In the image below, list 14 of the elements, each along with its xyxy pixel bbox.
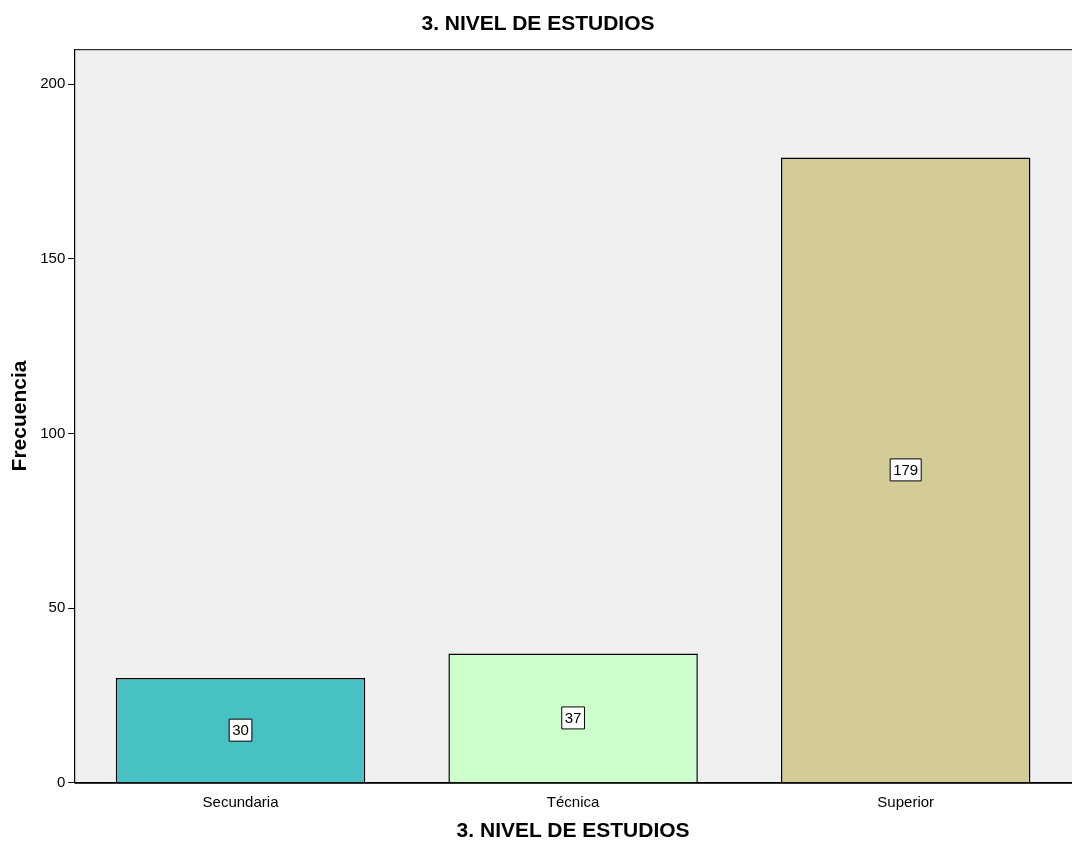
y-tick-label: 200: [40, 74, 66, 92]
chart-title: 3. NIVEL DE ESTUDIOS: [421, 11, 655, 35]
data-label: 37: [564, 709, 582, 727]
y-tick-label: 50: [48, 598, 66, 616]
y-tick-label: 150: [40, 248, 66, 266]
x-axis-title: 3. NIVEL DE ESTUDIOS: [456, 818, 690, 842]
y-axis-title: Frecuencia: [7, 360, 31, 472]
y-tick-label: 100: [40, 423, 66, 441]
data-label: 30: [232, 721, 249, 739]
x-tick-label: Secundaria: [202, 792, 280, 810]
x-tick-label: Técnica: [546, 792, 601, 810]
data-label: 179: [893, 461, 919, 479]
y-tick-label: 0: [56, 772, 66, 790]
x-tick-label: Superior: [877, 792, 935, 810]
